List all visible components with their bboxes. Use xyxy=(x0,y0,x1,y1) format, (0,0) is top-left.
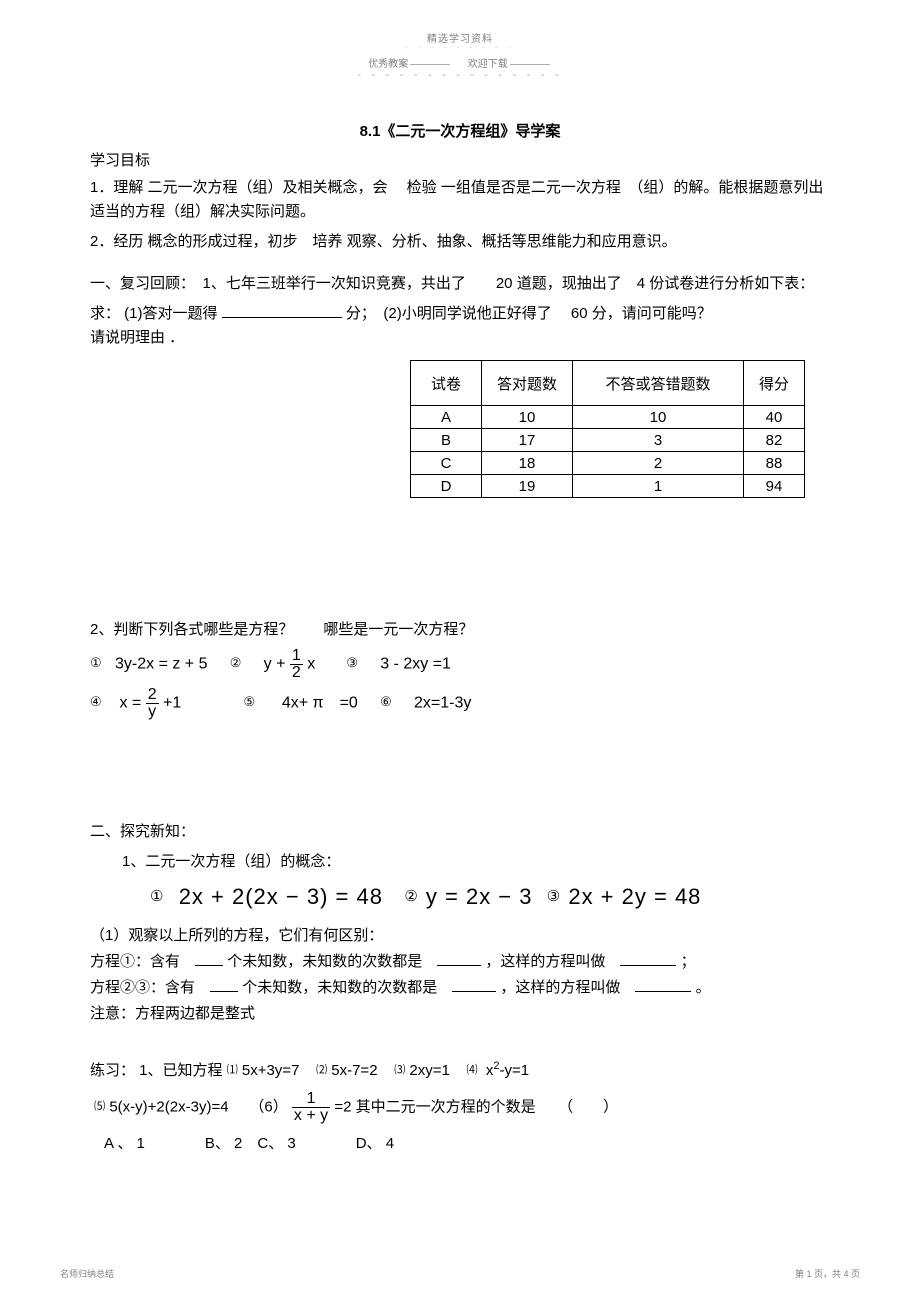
goals-label: 学习目标 xyxy=(90,149,830,170)
judge-e6: 2x=1-3y xyxy=(414,695,471,712)
cell: B xyxy=(411,429,482,452)
page-footer: 名师归纳总结 第 1 页，共 4 页 xyxy=(60,1267,860,1280)
cell: 18 xyxy=(482,452,573,475)
judge-e1: 3y-2x = z + 5 xyxy=(115,656,208,673)
judge-e5: 4x+ π =0 xyxy=(282,695,358,712)
judge-e3: 3 - 2xy =1 xyxy=(380,656,451,673)
th-wrong: 不答或答错题数 xyxy=(573,361,744,406)
p4b: -y=1 xyxy=(499,1062,529,1079)
judge-e2a: y + xyxy=(264,656,286,673)
judge-row-2: ④ x = 2y +1 ⑤ 4x+ π =0 ⑥ 2x=1-3y xyxy=(90,687,830,720)
cell: 82 xyxy=(744,429,805,452)
big-eq-2: y = 2x − 3 xyxy=(426,884,533,909)
frac-half: 12 xyxy=(290,648,303,681)
l1b: 个未知数，未知数的次数都是 xyxy=(227,953,437,970)
frac-2y: 2y xyxy=(146,687,159,720)
review-q-a: 求： (1)答对一题得 xyxy=(90,305,218,322)
table-row: C 18 2 88 xyxy=(411,452,805,475)
cell: 2 xyxy=(573,452,744,475)
footer-left: 名师归纳总结 xyxy=(60,1269,114,1279)
explore-sub1: 1、二元一次方程（组）的概念： xyxy=(122,850,830,874)
header-dash: - - - - - - - - - - - - - - - xyxy=(90,72,830,80)
judge-e4b: +1 xyxy=(163,695,181,712)
explore-line-2: 方程②③：含有 个未知数，未知数的次数都是 ，这样的方程叫做 。 xyxy=(90,976,830,1000)
review-intro: 一、复习回顾： 1、七年三班举行一次知识竞赛，共出了 20 道题，现抽出了 4 … xyxy=(90,272,830,296)
p3: 2xy=1 xyxy=(409,1062,449,1079)
review-q-b: 分； (2)小明同学说他正好得了 60 分，请问可能吗？ xyxy=(346,305,712,322)
page-title: 8.1《二元一次方程组》导学案 xyxy=(90,120,830,141)
p6a: （6） xyxy=(249,1098,287,1115)
footer-right: 第 1 页，共 4 页 xyxy=(795,1267,860,1280)
l1d: ； xyxy=(681,953,696,970)
cell: 3 xyxy=(573,429,744,452)
frac-xy: 1x + y xyxy=(292,1091,330,1124)
l2a: 方程②③：含有 xyxy=(90,979,210,996)
goal-1: 1．理解 二元一次方程（组）及相关概念，会 检验 一组值是否是二元一次方程 （组… xyxy=(90,176,830,224)
cell: 1 xyxy=(573,475,744,498)
explore-heading: 二、探究新知： xyxy=(90,820,830,844)
p1: 5x+3y=7 xyxy=(242,1062,300,1079)
practice-intro: 练习： 1、已知方程 xyxy=(90,1062,223,1079)
l2d: 。 xyxy=(696,979,711,996)
p2: 5x-7=2 xyxy=(331,1062,377,1079)
th-score: 得分 xyxy=(744,361,805,406)
header-left-label: 优秀教案 xyxy=(368,59,408,70)
review-reason: 请说明理由 ． xyxy=(90,326,830,350)
cell: C xyxy=(411,452,482,475)
big-eq-3: 2x + 2y = 48 xyxy=(568,884,701,909)
table-row: D 19 1 94 xyxy=(411,475,805,498)
explore-obs: （1）观察以上所列的方程，它们有何区别： xyxy=(90,924,830,948)
header-sub: 优秀教案 欢迎下载 xyxy=(90,55,830,70)
practice-options: A 、 1 B、 2 C、 3 D、 4 xyxy=(104,1132,830,1156)
practice-line-1: 练习： 1、已知方程 ⑴ 5x+3y=7 ⑵ 5x-7=2 ⑶ 2xy=1 ⑷ … xyxy=(90,1054,830,1083)
header-dots: - - - - - - - - - xyxy=(90,45,830,51)
header-right-label: 欢迎下载 xyxy=(468,59,508,70)
cell: 40 xyxy=(744,406,805,429)
goal-2: 2．经历 概念的形成过程，初步 培养 观察、分析、抽象、概括等思维能力和应用意识… xyxy=(90,230,830,254)
judge-e4a: x = xyxy=(119,695,141,712)
cell: 10 xyxy=(482,406,573,429)
th-correct: 答对题数 xyxy=(482,361,573,406)
l2c: ，这样的方程叫做 xyxy=(500,979,635,996)
explore-line-1: 方程①：含有 个未知数，未知数的次数都是 ，这样的方程叫做 ； xyxy=(90,950,830,974)
review-question: 求： (1)答对一题得 分； (2)小明同学说他正好得了 60 分，请问可能吗？ xyxy=(90,302,830,326)
th-paper: 试卷 xyxy=(411,361,482,406)
table-row: A 10 10 40 xyxy=(411,406,805,429)
explore-note: 注意：方程两边都是整式 xyxy=(90,1002,830,1026)
l2b: 个未知数，未知数的次数都是 xyxy=(242,979,452,996)
cell: D xyxy=(411,475,482,498)
l1a: 方程①：含有 xyxy=(90,953,195,970)
big-equations: ① 2x + 2(2x − 3) = 48 ② y = 2x − 3 ③ 2x … xyxy=(150,884,830,910)
cell: 17 xyxy=(482,429,573,452)
big-eq-1: 2x + 2(2x − 3) = 48 xyxy=(179,884,383,909)
cell: 88 xyxy=(744,452,805,475)
p5: 5(x-y)+2(2x-3y)=4 xyxy=(109,1098,228,1115)
p6b: =2 其中二元一次方程的个数是 （ ） xyxy=(334,1098,618,1115)
table-row: B 17 3 82 xyxy=(411,429,805,452)
l1c: ，这样的方程叫做 xyxy=(485,953,620,970)
judge-row-1: ① 3y-2x = z + 5 ② y + 12 x ③ 3 - 2xy =1 xyxy=(90,648,830,681)
cell: 19 xyxy=(482,475,573,498)
judge-e2b: x xyxy=(307,656,315,673)
cell: 94 xyxy=(744,475,805,498)
cell: A xyxy=(411,406,482,429)
cell: 10 xyxy=(573,406,744,429)
judge-question: 2、判断下列各式哪些是方程？ 哪些是一元一次方程？ xyxy=(90,618,830,642)
score-table: 试卷 答对题数 不答或答错题数 得分 A 10 10 40 B 17 3 82 … xyxy=(410,360,805,498)
practice-line-2: ⑸ 5(x-y)+2(2x-3y)=4 （6） 1x + y =2 其中二元一次… xyxy=(90,1091,830,1124)
